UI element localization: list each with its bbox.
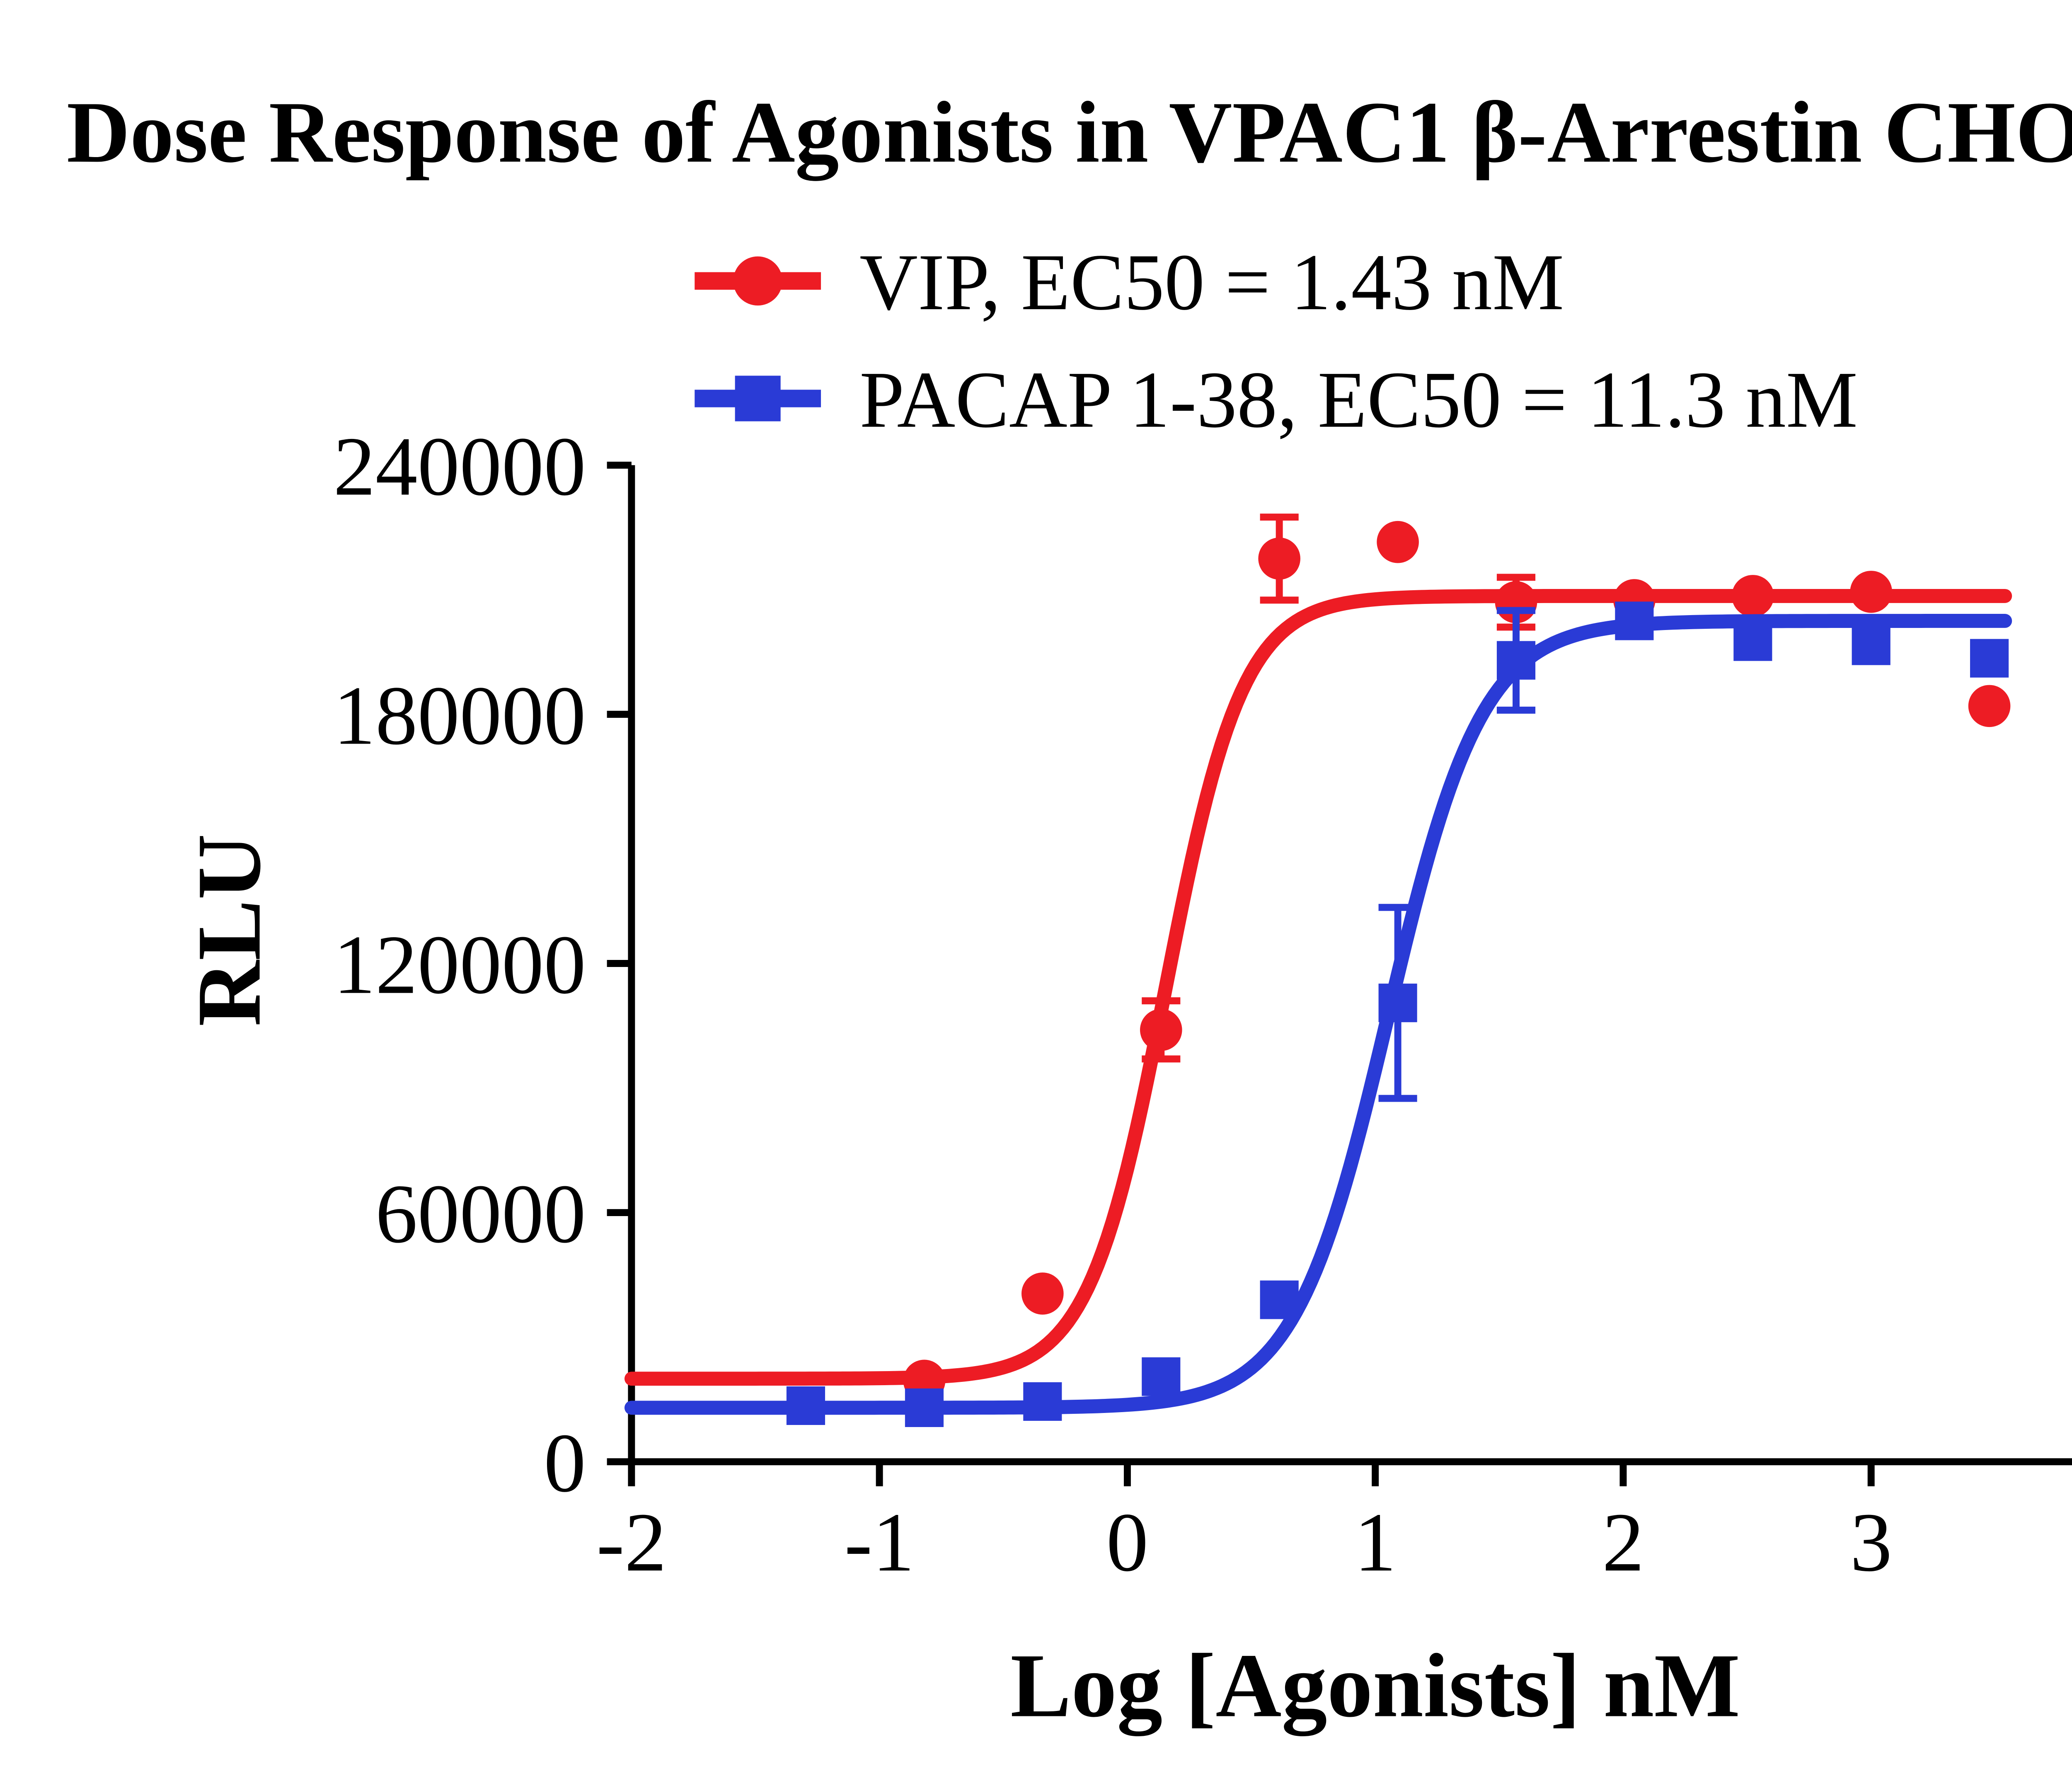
data-point xyxy=(1615,601,1654,640)
data-point xyxy=(1496,641,1536,680)
pacap-square-marker-icon xyxy=(735,376,781,422)
axes-layer: -2-101234060000120000180000240000 xyxy=(333,419,2072,1589)
y-axis-title: RLU xyxy=(178,834,279,1027)
x-tick-label: 2 xyxy=(1602,1495,1644,1589)
fit-curve xyxy=(624,614,2012,1415)
y-tick-label: 0 xyxy=(544,1416,586,1510)
data-point xyxy=(1732,575,1774,617)
vip-circle-marker-icon xyxy=(733,256,782,306)
legend: VIP, EC50 = 1.43 nM PACAP 1-38, EC50 = 1… xyxy=(695,237,1858,445)
y-tick-label: 240000 xyxy=(333,419,586,513)
legend-label-vip: VIP, EC50 = 1.43 nM xyxy=(859,237,1564,327)
data-point xyxy=(1021,1272,1064,1315)
data-point xyxy=(1023,1382,1062,1421)
x-axis-title: Log [Agonists] nM xyxy=(1010,1635,1740,1736)
data-point xyxy=(1968,685,2011,727)
x-tick-label: 1 xyxy=(1354,1495,1397,1589)
data-point xyxy=(1142,1357,1181,1396)
data-point xyxy=(1850,571,1893,613)
data-point xyxy=(905,1388,944,1427)
data-point xyxy=(1378,984,1417,1023)
chart-title: Dose Response of Agonists in VPAC1 β-Arr… xyxy=(67,83,2072,181)
data-point xyxy=(786,1386,825,1425)
legend-item-pacap: PACAP 1-38, EC50 = 11.3 nM xyxy=(695,355,1858,445)
data-point xyxy=(1377,521,1419,563)
x-tick-label: -2 xyxy=(596,1495,666,1589)
x-tick-label: -1 xyxy=(845,1495,915,1589)
series-layer xyxy=(624,514,2012,1427)
data-point xyxy=(1260,1280,1299,1319)
data-point xyxy=(1140,1008,1182,1051)
x-tick-label: 3 xyxy=(1850,1495,1892,1589)
data-point xyxy=(1970,639,2009,678)
series-vip xyxy=(624,514,2012,1402)
legend-label-pacap: PACAP 1-38, EC50 = 11.3 nM xyxy=(859,355,1858,445)
y-tick-label: 180000 xyxy=(333,669,586,762)
data-point xyxy=(1258,537,1300,580)
legend-item-vip: VIP, EC50 = 1.43 nM xyxy=(695,237,1564,327)
x-tick-label: 0 xyxy=(1106,1495,1149,1589)
y-tick-label: 120000 xyxy=(333,918,586,1011)
series-pacap xyxy=(624,601,2012,1427)
fit-curve xyxy=(624,589,2012,1386)
data-point xyxy=(1733,622,1772,661)
data-point xyxy=(1852,626,1890,665)
y-tick-label: 60000 xyxy=(375,1167,586,1260)
